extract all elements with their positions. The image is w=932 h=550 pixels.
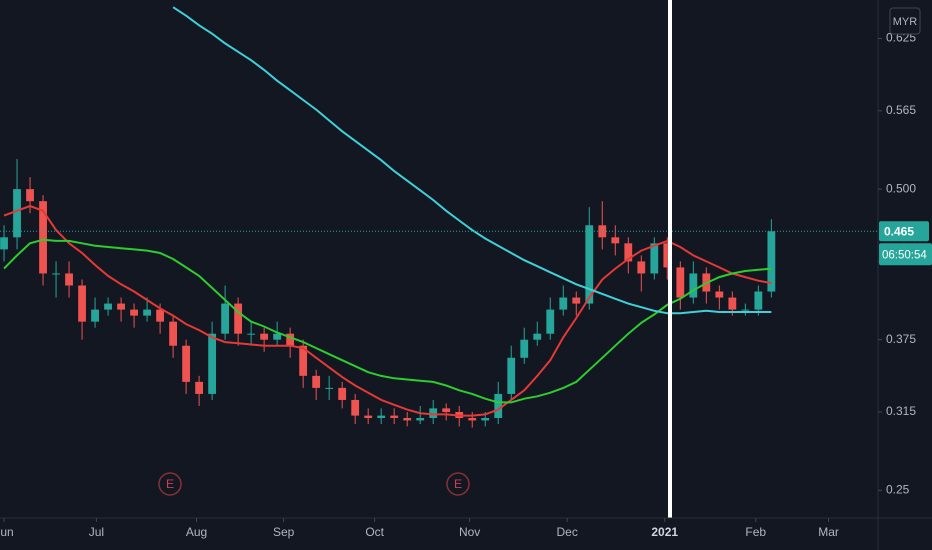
candle-body	[416, 418, 425, 421]
x-tick-label: Feb	[745, 525, 766, 539]
candle-body	[208, 333, 217, 394]
candle-body	[65, 273, 73, 286]
candle-body	[91, 309, 99, 322]
candle-body	[130, 309, 138, 316]
candle-body	[377, 415, 386, 419]
candle-body	[585, 225, 594, 304]
candle-body	[403, 418, 412, 421]
candle-body	[325, 387, 334, 389]
candle-body	[0, 237, 8, 250]
candle-body	[338, 387, 347, 400]
moving-average	[3, 238, 772, 404]
candle-body	[507, 357, 516, 394]
x-tick-label: Jun	[0, 525, 14, 539]
x-tick-label: 2021	[651, 525, 678, 539]
earnings-label: E	[166, 477, 174, 491]
y-tick-label: 0.565	[886, 103, 916, 117]
candle-body	[754, 291, 763, 310]
candle-body	[273, 333, 282, 340]
candle-body	[104, 303, 112, 310]
candle-body	[182, 345, 191, 382]
candle-body	[650, 243, 659, 274]
candle-body	[767, 231, 776, 292]
plot-area	[0, 6, 878, 428]
candle-body	[429, 408, 438, 419]
candle-body	[195, 381, 204, 394]
earnings-label: E	[454, 477, 462, 491]
x-tick-label: Mar	[818, 525, 839, 539]
y-tick-label: 0.25	[886, 482, 910, 496]
candle-body	[546, 309, 555, 334]
candle-body	[520, 339, 529, 358]
candle-body	[247, 333, 256, 335]
candle-body	[26, 189, 34, 202]
candle-body	[143, 309, 151, 316]
last-price-badge	[879, 221, 929, 242]
earnings-marker[interactable]: E	[158, 472, 182, 496]
x-tick-label: Nov	[459, 525, 480, 539]
candle-body	[234, 303, 243, 334]
candle-body	[39, 201, 47, 274]
candle-body	[169, 321, 178, 346]
moving-average	[172, 6, 772, 315]
x-tick-label: Jul	[89, 525, 104, 539]
candle-body	[260, 333, 269, 340]
y-tick-label: 0.375	[886, 332, 916, 346]
candle-body	[598, 225, 607, 238]
countdown-badge	[879, 243, 932, 266]
candle-body	[351, 399, 360, 416]
candle-body	[78, 285, 86, 322]
candle-body	[468, 418, 477, 421]
candle-body	[689, 273, 698, 298]
earnings-marker[interactable]: E	[446, 472, 470, 496]
currency: MYR	[893, 16, 918, 28]
candle-body	[156, 309, 164, 322]
candle-body	[728, 297, 737, 310]
x-tick-label: Oct	[365, 525, 384, 539]
candle-body	[442, 408, 451, 412]
candle-body	[221, 303, 230, 334]
candle-body	[117, 303, 125, 310]
candle-body	[637, 261, 646, 274]
candle-body	[481, 418, 490, 421]
candle-body	[572, 297, 581, 304]
candle-body	[52, 273, 60, 275]
candle-body	[286, 333, 295, 346]
candle-body	[364, 415, 373, 419]
candle-body	[312, 375, 321, 388]
candle-body	[663, 243, 672, 268]
candle-body	[715, 291, 724, 298]
candle-body	[390, 415, 399, 419]
candle-body	[494, 393, 503, 419]
candle-body	[13, 189, 21, 238]
x-tick-label: Dec	[556, 525, 577, 539]
candle-body	[611, 237, 620, 244]
y-tick-label: 0.315	[886, 404, 916, 418]
candle-body	[533, 333, 542, 340]
moving-average	[3, 204, 772, 417]
candle-body	[559, 297, 568, 310]
last-price-label: 0.465	[884, 224, 914, 238]
axes: 0.250.3150.3750.4400.5000.5650.625JunJul…	[0, 31, 932, 539]
y-tick-label: 0.500	[886, 181, 916, 195]
x-tick-label: Aug	[186, 525, 207, 539]
candle-body	[624, 243, 633, 262]
countdown-label: 06:50:54	[882, 249, 927, 261]
candle-body	[676, 267, 685, 298]
candle-body	[299, 345, 308, 376]
currency-button[interactable]	[889, 7, 921, 35]
candle-body	[741, 309, 750, 311]
x-tick-label: Sep	[273, 525, 295, 539]
